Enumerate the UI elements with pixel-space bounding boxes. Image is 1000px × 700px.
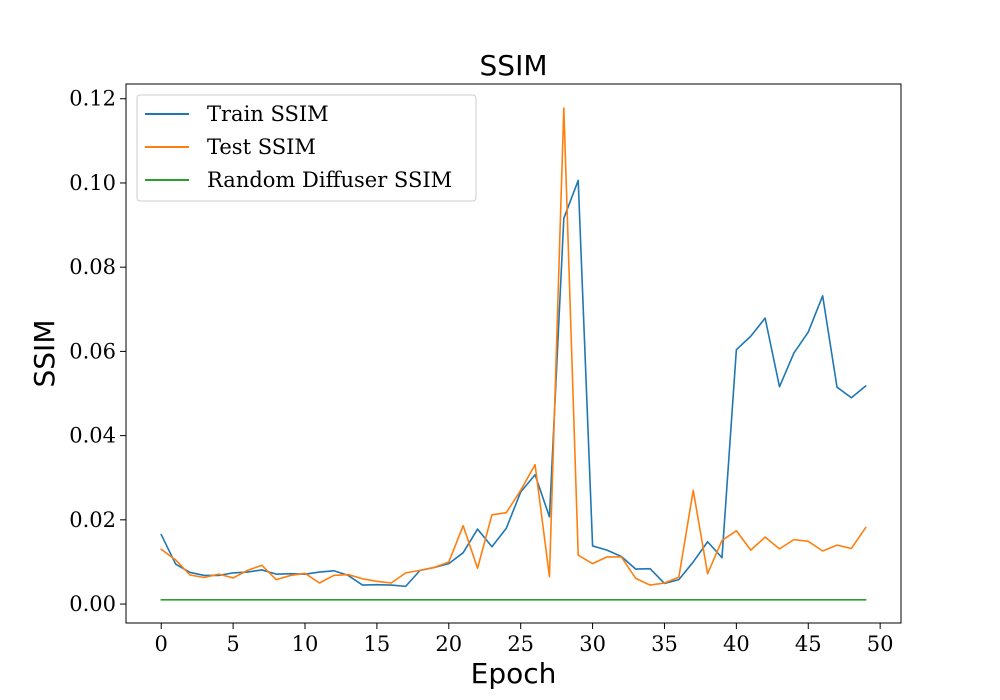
y-tick-label: 0.08 bbox=[69, 255, 116, 279]
y-axis-label: SSIM bbox=[28, 320, 61, 388]
x-tick-label: 40 bbox=[723, 632, 750, 656]
y-tick-label: 0.12 bbox=[69, 87, 116, 111]
x-tick-label: 0 bbox=[155, 632, 168, 656]
chart-title: SSIM bbox=[480, 49, 548, 82]
y-axis: 0.00 0.02 0.04 0.06 0.08 0.10 0.12 bbox=[69, 87, 126, 616]
x-tick-label: 15 bbox=[364, 632, 391, 656]
legend-label: Train SSIM bbox=[207, 102, 329, 126]
legend: Train SSIM Test SSIM Random Diffuser SSIM bbox=[136, 94, 477, 202]
x-tick-label: 45 bbox=[795, 632, 822, 656]
y-tick-label: 0.00 bbox=[69, 592, 116, 616]
x-axis: 0 5 10 15 20 25 30 35 40 45 50 bbox=[155, 623, 894, 656]
x-axis-label: Epoch bbox=[471, 657, 557, 690]
y-tick-label: 0.02 bbox=[69, 508, 116, 532]
x-tick-label: 30 bbox=[579, 632, 606, 656]
x-tick-label: 10 bbox=[292, 632, 319, 656]
legend-items: Train SSIM Test SSIM Random Diffuser SSIM bbox=[145, 102, 452, 192]
legend-label: Test SSIM bbox=[207, 135, 316, 159]
legend-label: Random Diffuser SSIM bbox=[207, 168, 452, 192]
legend-box bbox=[136, 94, 477, 202]
series-line-1 bbox=[160, 107, 867, 586]
y-tick-label: 0.06 bbox=[69, 339, 116, 363]
y-tick-label: 0.10 bbox=[69, 171, 116, 195]
x-tick-label: 50 bbox=[867, 632, 894, 656]
series-line-0 bbox=[160, 179, 867, 588]
x-tick-label: 35 bbox=[651, 632, 678, 656]
x-tick-label: 25 bbox=[507, 632, 534, 656]
y-tick-label: 0.04 bbox=[69, 424, 116, 448]
x-tick-label: 20 bbox=[435, 632, 462, 656]
series-layer bbox=[160, 107, 867, 601]
x-tick-label: 5 bbox=[226, 632, 239, 656]
